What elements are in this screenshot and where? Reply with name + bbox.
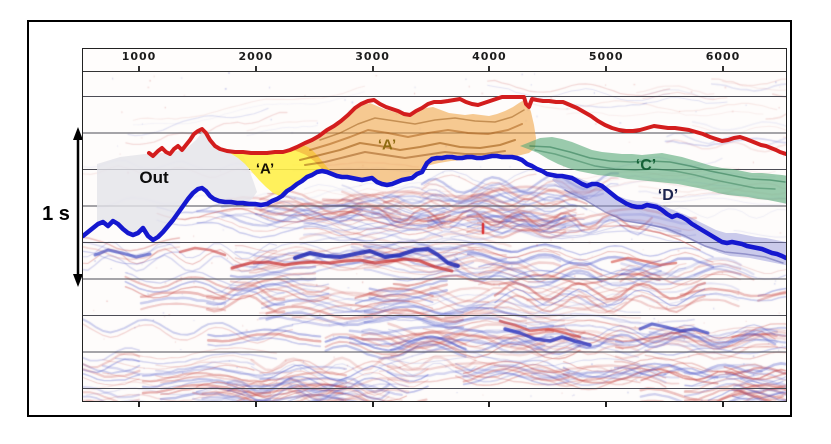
x-tick-mark-bottom <box>722 401 724 407</box>
zone-a-orange-strata <box>309 123 523 151</box>
time-scale-label: 1 s <box>42 203 70 225</box>
x-tick-mark <box>488 66 491 71</box>
x-tick-label: 6000 <box>705 50 741 63</box>
zone-c-green-label: ‘C’ <box>635 157 657 174</box>
x-tick-mark <box>138 66 140 71</box>
x-tick-label: 2000 <box>238 50 274 63</box>
x-tick-mark-bottom <box>605 401 608 407</box>
x-tick-mark-bottom <box>488 401 491 407</box>
time-scale-arrow-icon <box>73 127 83 287</box>
blue-horizon <box>83 153 786 261</box>
x-tick-mark <box>371 66 374 71</box>
red-horizon <box>147 95 786 158</box>
zone-a-orange-strata <box>319 109 525 141</box>
zone-a-orange-strata <box>299 139 516 161</box>
x-tick-mark-bottom <box>254 401 257 407</box>
zone-d-purple-strata <box>619 224 701 251</box>
zone-a-yellow <box>212 145 331 196</box>
zone-c-green-strata <box>529 145 786 183</box>
figure-frame: 1 s 1000 2000 3000 4000 5000 6000 Out ‘A’ ‘A’ ‘C… <box>27 20 792 417</box>
seismic-plot: 1000 2000 3000 4000 5000 6000 Out ‘A’ ‘A’ ‘C’ ‘D’ <box>82 48 787 407</box>
zone-a-orange-strata <box>304 150 506 166</box>
x-tick-label: 1000 <box>121 50 157 63</box>
x-tick-mark <box>254 66 257 71</box>
out-zone-label: Out <box>139 168 169 187</box>
x-tick-mark-bottom <box>138 401 140 407</box>
x-tick-mark-bottom <box>371 401 374 407</box>
zone-d-purple-label: ‘D’ <box>657 187 679 204</box>
interpretation-overlay <box>83 71 786 389</box>
out-zone <box>97 131 257 240</box>
x-tick-label: 4000 <box>472 50 507 63</box>
x-tick-mark <box>605 66 608 71</box>
zone-c-green-strata <box>534 149 776 190</box>
x-tick-label: 5000 <box>588 50 624 63</box>
zone-c-green <box>520 137 786 204</box>
zone-a-orange-label: ‘A’ <box>377 136 397 154</box>
zone-d-purple-strata <box>564 189 784 264</box>
x-tick-mark <box>722 66 724 71</box>
zone-a-yellow-label: ‘A’ <box>255 160 275 178</box>
x-tick-label: 3000 <box>355 50 390 63</box>
